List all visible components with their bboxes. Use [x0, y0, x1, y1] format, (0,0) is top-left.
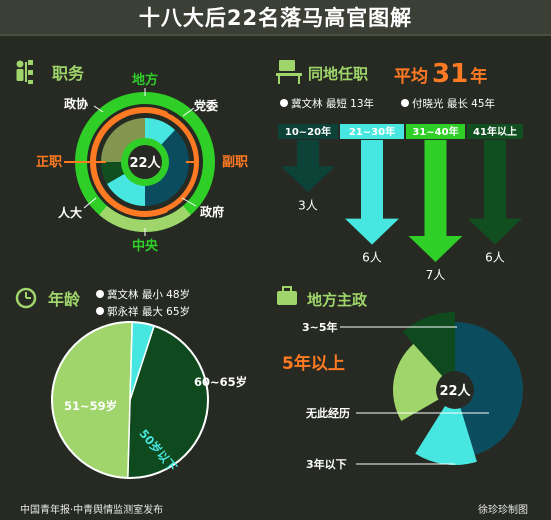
- governance-slice: [393, 343, 455, 421]
- desk-icon: [276, 60, 302, 84]
- governance-slice-label: 3~5年: [302, 320, 338, 334]
- bullet-dot: [96, 290, 104, 298]
- position-rings: 22人: [75, 92, 215, 232]
- footer-source: 中国青年报·中青舆情监测室发布: [20, 505, 164, 516]
- tenure-value-label: 6人: [485, 251, 505, 265]
- clock-icon: [15, 287, 37, 309]
- bullet-dot: [280, 99, 288, 107]
- tenure-value-label: 7人: [426, 268, 446, 282]
- tenure-value-label: 6人: [362, 251, 382, 265]
- tenure-bar: [408, 140, 463, 262]
- ring-central: [99, 205, 191, 232]
- footer-author: 徐珍珍制图: [478, 505, 528, 516]
- position-heading: 职务: [52, 64, 85, 83]
- age-slice-label: 60~65岁: [194, 375, 247, 389]
- bullet-dot: [96, 307, 104, 315]
- governance-slice: [455, 322, 523, 456]
- label-party: 党委: [194, 98, 219, 113]
- tenure-category-label: 31~40年: [412, 125, 458, 138]
- tenure-average: 平均 31 年: [394, 59, 487, 89]
- age-panel: 年龄 冀文林 最小 48岁 郭永祥 最大 65岁 60~65岁51~59岁50岁…: [15, 287, 247, 479]
- governance-center-disc: [436, 371, 474, 409]
- governance-slice-label: 3年以下: [306, 457, 347, 471]
- governance-slice: [402, 312, 455, 390]
- age-oldest: 郭永祥 最大 65岁: [107, 305, 190, 318]
- tenure-bar: [345, 140, 399, 245]
- tenure-category-label: 21~30年: [349, 125, 395, 138]
- tenure-value-label: 3人: [298, 198, 318, 212]
- tenure-shortest: 冀文林 最短 13年: [291, 97, 374, 110]
- tenure-heading: 同地任职: [308, 65, 368, 83]
- tenure-average-unit: 年: [470, 66, 487, 87]
- governance-heading: 地方主政: [307, 291, 368, 309]
- tenure-bar: [281, 140, 335, 193]
- tenure-panel: 同地任职 平均 31 年 冀文林 最短 13年 付晓光 最长 45年 10~20年 3…: [276, 59, 523, 282]
- position-center-label: 22人: [129, 155, 161, 171]
- title-bar: 十八大后22名落马高官图解: [0, 0, 551, 36]
- label-local: 地方: [132, 72, 158, 88]
- age-pie-border: [51, 321, 209, 479]
- center-disc: [128, 145, 162, 179]
- governance-slice-label: 5年以上: [282, 353, 345, 374]
- tenure-bar-header: [278, 124, 338, 139]
- tenure-bar-header: [406, 124, 465, 139]
- position-panel: 职务 22人 地方 中央 正职: [16, 60, 248, 254]
- label-deputy: 副职: [222, 155, 248, 170]
- label-gov: 政府: [200, 204, 224, 219]
- governance-slice: [415, 390, 477, 465]
- tenure-bar-header: [467, 124, 523, 139]
- people-icon: [16, 60, 33, 84]
- label-cppcc: 政协: [64, 96, 88, 111]
- label-npc: 人大: [58, 205, 82, 220]
- tenure-category-label: 41年以上: [473, 125, 517, 138]
- tenure-bar: [468, 140, 522, 245]
- tenure-category-label: 10~20年: [285, 125, 331, 138]
- tenure-bars: 10~20年 3人 21~30年 6人 31~40年 7人 41年以上 6人: [278, 124, 523, 282]
- tenure-average-prefix: 平均: [394, 66, 428, 87]
- governance-slice-label: 无此经历: [305, 406, 350, 420]
- age-heading: 年龄: [48, 290, 81, 309]
- ring-deputy: [167, 111, 201, 213]
- age-slice-label: 51~59岁: [64, 399, 117, 413]
- label-central: 中央: [132, 238, 159, 254]
- briefcase-icon: [277, 286, 297, 305]
- tenure-longest: 付晓光 最长 45年: [412, 97, 495, 110]
- page-title: 十八大后22名落马高官图解: [138, 6, 413, 30]
- position-leader-lines: [64, 88, 198, 236]
- age-youngest: 冀文林 最小 48岁: [107, 288, 190, 301]
- label-principal: 正职: [36, 155, 62, 170]
- tenure-average-value: 31: [432, 59, 468, 89]
- governance-center-label: 22人: [439, 383, 471, 399]
- bullet-dot: [401, 99, 409, 107]
- tenure-bar-header: [340, 124, 404, 139]
